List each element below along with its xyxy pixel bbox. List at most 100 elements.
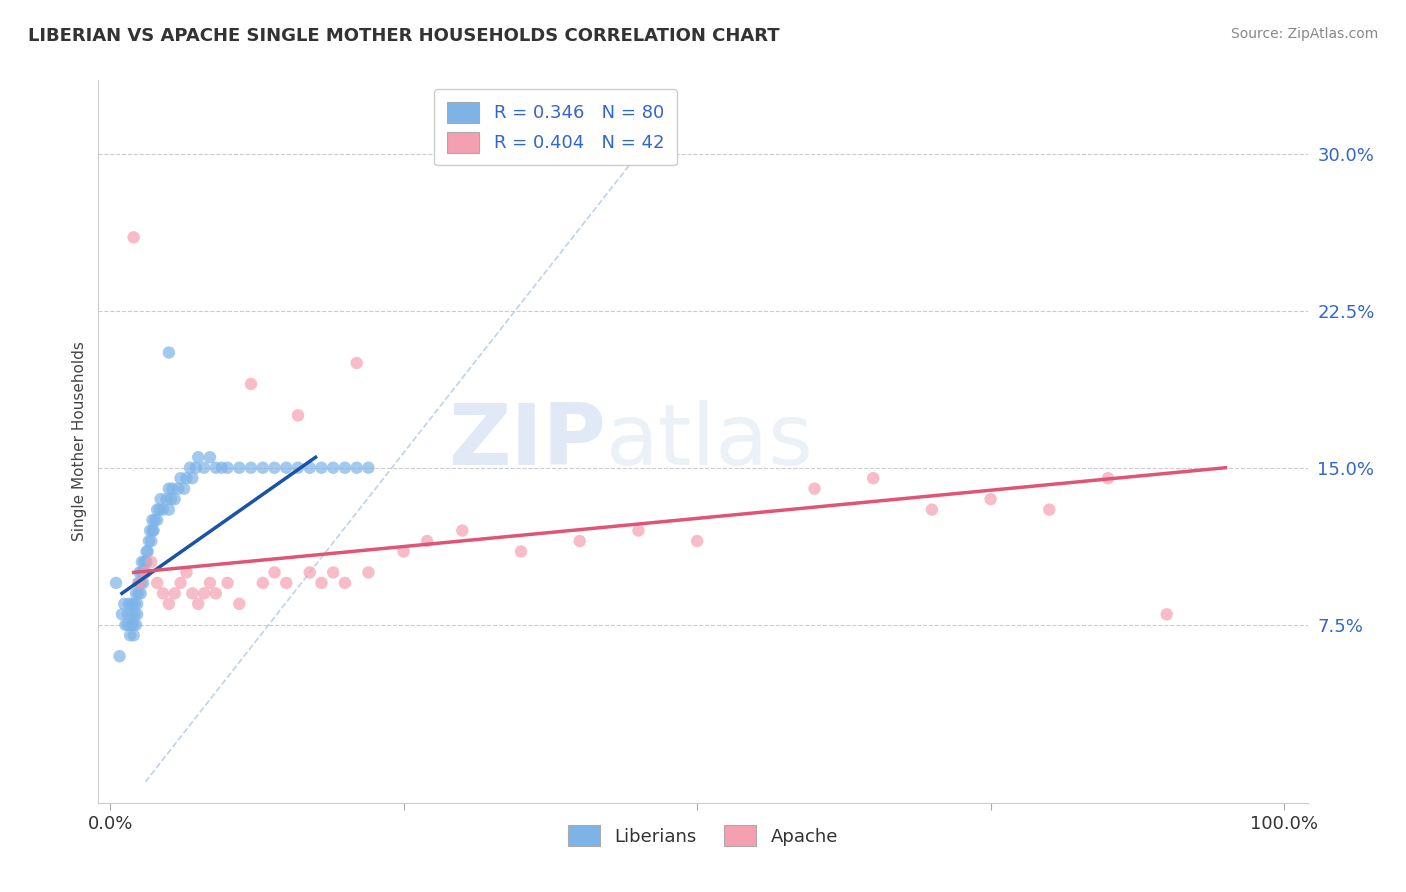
Point bbox=[357, 460, 380, 475]
Point bbox=[148, 502, 170, 516]
Point bbox=[128, 575, 150, 590]
Point bbox=[322, 566, 344, 580]
Point bbox=[263, 460, 285, 475]
Point bbox=[122, 628, 145, 642]
Point bbox=[131, 566, 153, 580]
Point bbox=[132, 575, 155, 590]
Point bbox=[287, 409, 309, 423]
Point bbox=[217, 575, 239, 590]
Point bbox=[134, 566, 156, 580]
Point bbox=[157, 482, 180, 496]
Point bbox=[146, 502, 169, 516]
Point bbox=[120, 628, 142, 642]
Point bbox=[120, 617, 142, 632]
Point bbox=[143, 513, 166, 527]
Point bbox=[128, 575, 150, 590]
Point bbox=[141, 534, 163, 549]
Point bbox=[139, 524, 162, 538]
Point bbox=[416, 534, 439, 549]
Point bbox=[311, 575, 333, 590]
Point bbox=[129, 575, 152, 590]
Point bbox=[252, 460, 274, 475]
Point bbox=[136, 544, 159, 558]
Point bbox=[187, 597, 209, 611]
Text: ZIP: ZIP bbox=[449, 400, 606, 483]
Point bbox=[357, 566, 380, 580]
Point bbox=[228, 597, 250, 611]
Point bbox=[311, 460, 333, 475]
Point bbox=[124, 607, 146, 622]
Y-axis label: Single Mother Households: Single Mother Households bbox=[72, 342, 87, 541]
Point bbox=[122, 617, 145, 632]
Point bbox=[127, 586, 149, 600]
Point bbox=[921, 502, 943, 516]
Point bbox=[169, 471, 191, 485]
Point bbox=[134, 555, 156, 569]
Text: atlas: atlas bbox=[606, 400, 814, 483]
Point bbox=[122, 230, 145, 244]
Point bbox=[392, 544, 415, 558]
Point bbox=[146, 575, 169, 590]
Point bbox=[228, 460, 250, 475]
Point bbox=[181, 471, 204, 485]
Point bbox=[568, 534, 591, 549]
Point bbox=[346, 460, 368, 475]
Point bbox=[142, 524, 165, 538]
Point bbox=[141, 524, 163, 538]
Point bbox=[451, 524, 474, 538]
Point bbox=[105, 575, 128, 590]
Point bbox=[155, 492, 177, 507]
Point bbox=[346, 356, 368, 370]
Point bbox=[193, 586, 215, 600]
Point bbox=[179, 460, 201, 475]
Point bbox=[117, 607, 139, 622]
Point bbox=[127, 597, 149, 611]
Point bbox=[128, 566, 150, 580]
Point bbox=[131, 555, 153, 569]
Point bbox=[1038, 502, 1060, 516]
Point bbox=[163, 586, 186, 600]
Point bbox=[167, 482, 190, 496]
Point bbox=[129, 586, 152, 600]
Point bbox=[152, 502, 174, 516]
Point bbox=[333, 575, 356, 590]
Point bbox=[263, 566, 285, 580]
Text: Source: ZipAtlas.com: Source: ZipAtlas.com bbox=[1230, 27, 1378, 41]
Point bbox=[135, 555, 157, 569]
Point bbox=[1156, 607, 1178, 622]
Point bbox=[980, 492, 1002, 507]
Point bbox=[198, 575, 221, 590]
Point bbox=[298, 566, 321, 580]
Point bbox=[121, 597, 143, 611]
Text: LIBERIAN VS APACHE SINGLE MOTHER HOUSEHOLDS CORRELATION CHART: LIBERIAN VS APACHE SINGLE MOTHER HOUSEHO… bbox=[28, 27, 780, 45]
Point bbox=[204, 586, 226, 600]
Point bbox=[240, 460, 263, 475]
Point bbox=[252, 575, 274, 590]
Point bbox=[157, 502, 180, 516]
Point bbox=[112, 597, 135, 611]
Point bbox=[108, 649, 131, 664]
Point bbox=[132, 566, 155, 580]
Point bbox=[322, 460, 344, 475]
Point bbox=[134, 566, 156, 580]
Point bbox=[138, 534, 160, 549]
Point bbox=[276, 460, 298, 475]
Point bbox=[127, 607, 149, 622]
Point bbox=[686, 534, 709, 549]
Point bbox=[193, 460, 215, 475]
Point bbox=[211, 460, 233, 475]
Point bbox=[198, 450, 221, 465]
Point bbox=[118, 597, 141, 611]
Point bbox=[627, 524, 650, 538]
Point bbox=[1097, 471, 1119, 485]
Point bbox=[125, 586, 148, 600]
Point bbox=[141, 513, 163, 527]
Point bbox=[149, 492, 172, 507]
Point bbox=[803, 482, 825, 496]
Point bbox=[111, 607, 134, 622]
Point bbox=[287, 460, 309, 475]
Point bbox=[240, 376, 263, 391]
Point bbox=[157, 345, 180, 359]
Point bbox=[162, 482, 184, 496]
Point bbox=[173, 482, 195, 496]
